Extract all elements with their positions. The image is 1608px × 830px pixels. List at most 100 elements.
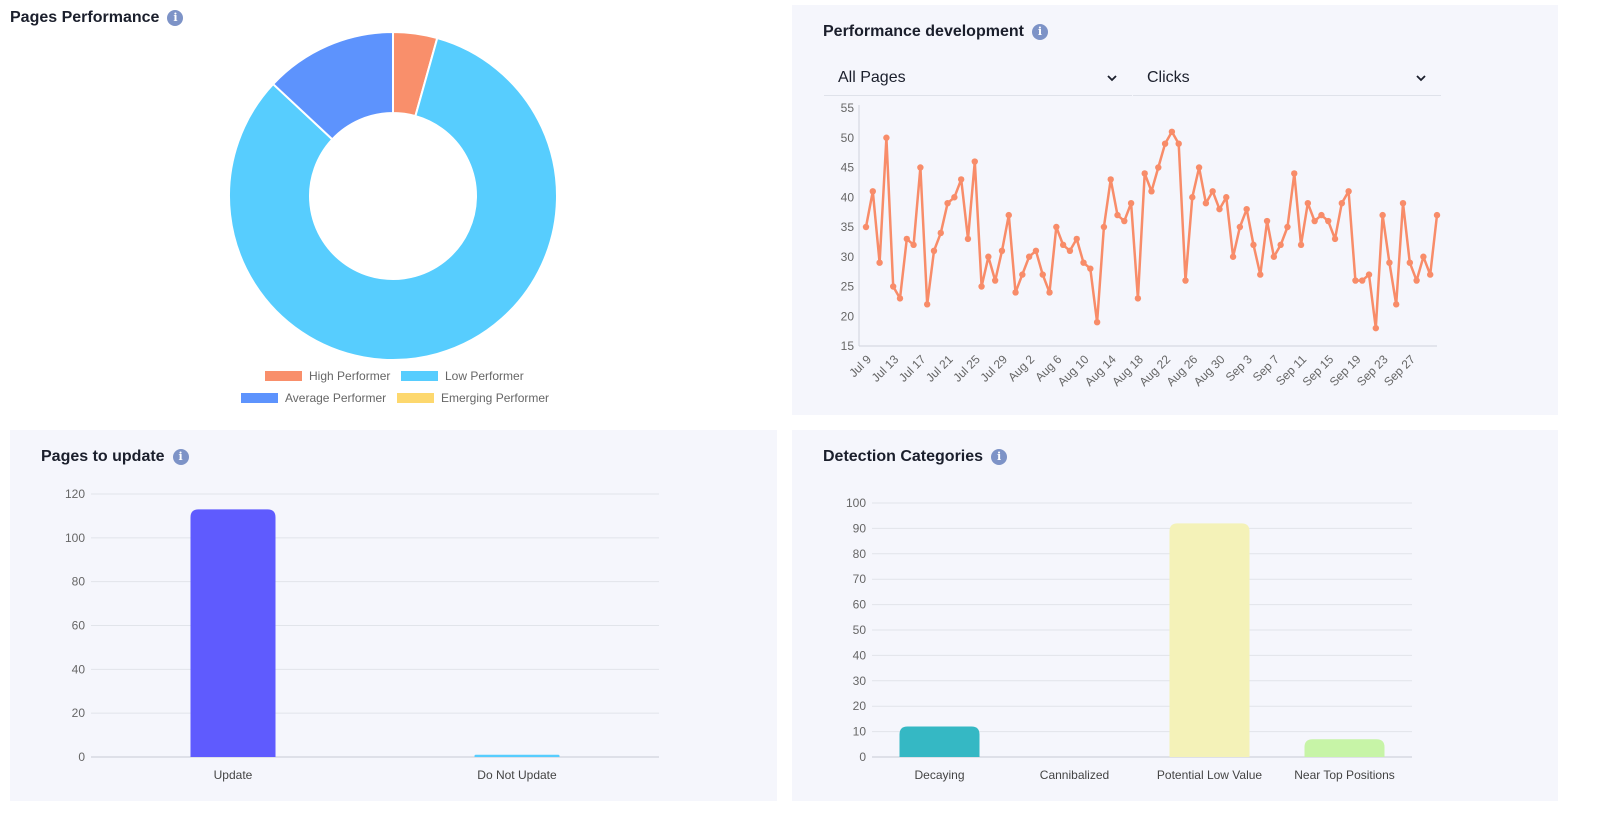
performance-development-title-text: Performance development <box>823 23 1024 40</box>
data-point <box>1223 194 1230 201</box>
detection-categories-title: Detection Categories i <box>823 448 1008 466</box>
pages-to-update-title-text: Pages to update <box>41 448 165 465</box>
data-point <box>1161 140 1169 147</box>
x-tick-label: Jul 29 <box>978 352 1011 385</box>
data-point <box>1229 253 1237 260</box>
y-tick-label: 55 <box>841 101 855 115</box>
data-point <box>1297 241 1305 249</box>
data-point <box>1053 223 1060 231</box>
data-point <box>1100 223 1108 231</box>
data-point <box>951 194 958 201</box>
page-filter-select[interactable]: All Pages <box>824 60 1132 96</box>
y-tick-label: 90 <box>853 521 867 535</box>
data-point <box>1406 259 1414 266</box>
y-tick-label: 80 <box>853 547 867 561</box>
info-icon[interactable]: i <box>172 449 189 465</box>
data-point <box>917 164 924 171</box>
data-point <box>1270 253 1278 260</box>
x-category-label: Cannibalized <box>1040 768 1109 782</box>
data-point <box>1073 235 1080 243</box>
pages-to-update-bar-chart: 0 20 40 60 80 100 120 Update Do Not Update <box>65 487 659 782</box>
data-point <box>1345 188 1352 195</box>
y-tick-label: 40 <box>841 190 855 204</box>
data-point <box>1352 277 1359 284</box>
data-point <box>998 247 1006 254</box>
y-tick-label: 100 <box>846 496 866 510</box>
y-tick-label: 25 <box>841 280 855 294</box>
legend-swatch <box>401 371 438 381</box>
data-point <box>1325 217 1332 225</box>
metric-filter-value: Clicks <box>1147 68 1190 86</box>
data-point <box>991 277 999 284</box>
pages-performance-donut-chart: High Performer Low Performer Average Perfo… <box>228 30 558 405</box>
data-point <box>971 158 978 165</box>
data-point <box>1039 271 1046 278</box>
x-tick-label: Aug 2 <box>1005 352 1037 384</box>
y-tick-label: 60 <box>853 598 867 612</box>
data-point <box>1182 277 1189 284</box>
y-tick-label: 0 <box>78 750 85 764</box>
data-point <box>944 200 951 207</box>
data-point <box>1025 253 1033 260</box>
data-point <box>1413 277 1420 284</box>
detection-categories-panel: Detection Categories i 0 10 20 30 40 50 60 70 80… <box>792 430 1558 801</box>
data-point <box>1236 223 1244 231</box>
data-point <box>1420 253 1427 260</box>
data-point <box>1032 247 1040 254</box>
metric-filter-select[interactable]: Clicks <box>1133 60 1441 96</box>
legend-swatch <box>397 393 434 403</box>
data-point <box>862 223 870 231</box>
x-category-label: Decaying <box>914 768 964 782</box>
data-point <box>1195 164 1203 171</box>
data-point <box>1127 200 1135 207</box>
pages-to-update-title: Pages to update i <box>41 448 189 466</box>
detection-categories-bar-chart: 0 10 20 30 40 50 60 70 80 90 100 Decaying Cannibaliz… <box>846 496 1412 782</box>
data-point <box>1427 271 1434 278</box>
legend-label: Emerging Performer <box>441 391 549 405</box>
pie-slice <box>228 36 558 361</box>
data-point <box>1209 188 1216 195</box>
data-point <box>937 229 944 237</box>
data-point <box>1250 241 1257 249</box>
chevron-down-icon <box>1416 74 1426 81</box>
data-point <box>1121 217 1128 225</box>
y-tick-label: 60 <box>72 619 86 633</box>
data-point <box>1087 265 1094 272</box>
data-point <box>876 259 883 266</box>
data-point <box>923 301 931 308</box>
data-point <box>896 295 904 302</box>
y-tick-label: 40 <box>72 662 86 676</box>
y-tick-label: 40 <box>853 648 867 662</box>
data-point <box>1359 277 1366 284</box>
data-point <box>1155 164 1162 171</box>
y-tick-label: 100 <box>65 531 85 545</box>
data-point <box>1257 271 1264 278</box>
data-point <box>1399 200 1407 207</box>
info-icon[interactable]: i <box>991 449 1008 465</box>
info-icon[interactable]: i <box>1031 24 1048 40</box>
page-filter-value: All Pages <box>838 68 906 86</box>
data-point <box>1433 211 1441 219</box>
data-point <box>1243 205 1250 213</box>
data-point <box>1059 241 1067 249</box>
series-line <box>864 130 1439 330</box>
data-point <box>1148 188 1155 195</box>
x-tick-label: Sep 3 <box>1223 352 1255 384</box>
legend-label: Average Performer <box>285 391 386 405</box>
data-point <box>1189 194 1196 201</box>
x-category-label: Potential Low Value <box>1157 768 1263 782</box>
x-tick-label: Jul 13 <box>869 352 902 385</box>
data-point <box>1379 211 1386 219</box>
data-point <box>1331 235 1339 243</box>
y-tick-label: 30 <box>853 674 867 688</box>
bar <box>1304 739 1385 757</box>
data-point <box>1304 200 1312 207</box>
y-tick-label: 70 <box>853 572 867 586</box>
pages-performance-title-text: Pages Performance <box>10 9 160 26</box>
data-point <box>1284 223 1291 231</box>
data-point <box>1277 241 1284 249</box>
x-tick-label: Jul 21 <box>923 352 956 385</box>
data-point <box>1107 176 1114 183</box>
info-icon[interactable]: i <box>167 10 184 26</box>
